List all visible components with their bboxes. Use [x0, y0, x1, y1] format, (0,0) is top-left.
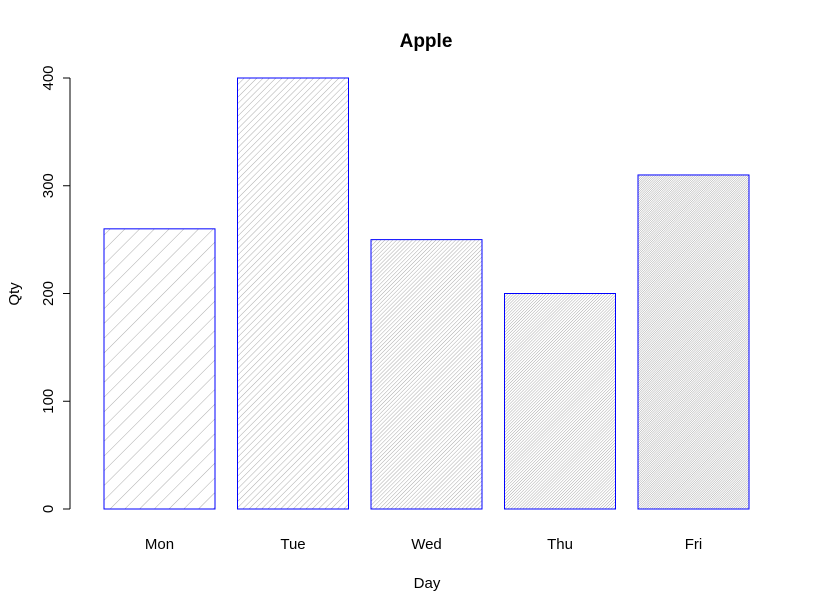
bar-wed: [370, 239, 483, 510]
y-tick-label: 200: [40, 281, 57, 306]
bar-mon: [103, 228, 216, 510]
y-tick-label: 300: [40, 173, 57, 198]
bars: [103, 77, 750, 510]
y-axis-label: Qty: [6, 282, 23, 306]
x-tick-label: Wed: [411, 536, 442, 553]
bar-thu: [504, 293, 616, 510]
bar-tue: [237, 77, 349, 510]
x-tick-labels: Mon Tue Wed Thu Fri: [145, 536, 702, 553]
chart-title: Apple: [400, 31, 453, 52]
x-tick-label: Tue: [280, 536, 305, 553]
x-tick-label: Mon: [145, 536, 174, 553]
y-axis: 0 100 200 300 400: [40, 65, 71, 513]
bar-fri: [637, 174, 750, 510]
x-axis-label: Day: [414, 575, 441, 592]
x-tick-label: Thu: [547, 536, 573, 553]
y-tick-label: 400: [40, 65, 57, 90]
y-tick-label: 100: [40, 389, 57, 414]
x-tick-label: Fri: [685, 536, 703, 553]
y-tick-label: 0: [40, 505, 57, 513]
